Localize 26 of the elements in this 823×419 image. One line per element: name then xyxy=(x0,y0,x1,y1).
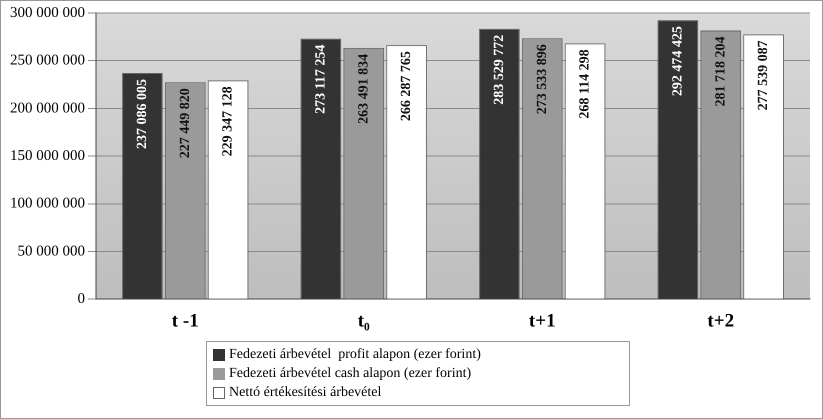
data-label: 266 287 765 xyxy=(399,51,414,122)
data-label: 227 449 820 xyxy=(178,88,193,158)
y-tick-label: 200 000 000 xyxy=(10,100,85,116)
y-tick-label: 250 000 000 xyxy=(10,52,85,69)
data-label: 292 474 425 xyxy=(670,26,686,96)
y-tick-label: 50 000 000 xyxy=(18,243,85,260)
data-label: 263 491 834 xyxy=(356,54,372,124)
data-label: 273 533 896 xyxy=(534,44,550,114)
legend-label: Fedezeti árbevétel profit alapon (ezer forint) xyxy=(229,346,481,364)
x-tick-label: t₀ xyxy=(358,310,370,332)
data-label: 268 114 298 xyxy=(578,49,593,119)
x-tick-label: t+1 xyxy=(528,310,556,332)
x-tick-label: t+2 xyxy=(707,310,734,332)
y-tick-label: 300 000 000 xyxy=(10,4,85,21)
data-label: 237 086 005 xyxy=(135,79,150,150)
data-label: 277 539 087 xyxy=(756,40,772,110)
y-tick-label: 0 xyxy=(78,291,85,308)
data-label: 283 529 772 xyxy=(492,34,508,105)
x-tick-label: t -1 xyxy=(172,310,199,332)
data-label: 229 347 128 xyxy=(220,86,236,156)
legend-label: Nettó értékesítési árbevétel xyxy=(229,384,382,402)
y-tick-label: 150 000 000 xyxy=(10,148,85,164)
legend-label: Fedezeti árbevétel cash alapon (ezer forint) xyxy=(229,365,472,383)
data-label: 273 117 254 xyxy=(314,44,329,114)
data-label: 281 718 204 xyxy=(713,36,728,106)
y-tick-label: 100 000 000 xyxy=(10,196,85,212)
